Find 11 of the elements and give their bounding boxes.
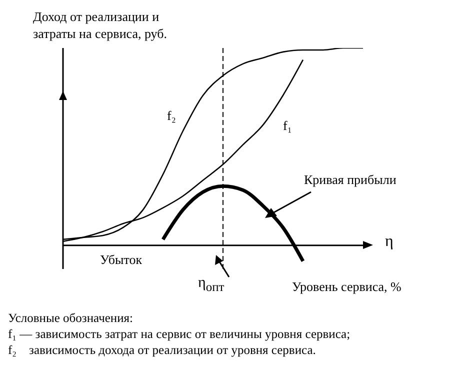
x-axis-title: Уровень сервиса, % — [292, 278, 402, 296]
annotation: Кривая прибыли — [304, 171, 396, 188]
series-label: f₁ — [283, 117, 292, 134]
text: η — [385, 233, 394, 250]
text: f₁ — зависимость затрат на сервис от величины уровня сервиса; — [8, 326, 350, 342]
text: f₂ зависимость дохода от реализации от уровня сервиса. — [8, 342, 317, 358]
series-label: f₂ — [167, 106, 176, 124]
y-axis-title: Доход от реализации и затраты на сервиса, руб. — [33, 8, 167, 42]
text: Условные обозначения: — [8, 310, 134, 326]
annotation: Убыток — [100, 251, 142, 268]
text: η$_{опт}$ — [198, 275, 224, 296]
